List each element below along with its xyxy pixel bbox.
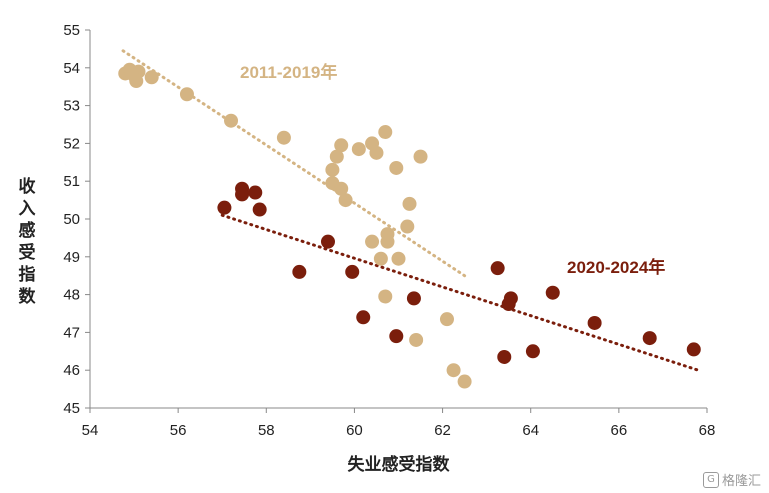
y-axis: 45 46 47 48 49 50 51 52 53 54 55 xyxy=(63,22,91,417)
series-label-2: 2020-2024年 xyxy=(567,257,665,277)
data-point-series-2 xyxy=(389,329,404,344)
y-tick-label: 51 xyxy=(63,173,80,190)
data-point-series-2 xyxy=(501,297,516,312)
data-point-series-1 xyxy=(224,113,239,128)
y-tick-label: 53 xyxy=(63,98,80,115)
data-point-series-1 xyxy=(378,289,393,304)
series-labels: 2011-2019年 2020-2024年 xyxy=(240,62,665,277)
x-axis: 54 56 58 60 62 64 66 68 xyxy=(82,407,716,439)
data-point-series-1 xyxy=(446,363,461,378)
data-point-series-1 xyxy=(144,70,159,85)
trendlines xyxy=(121,49,700,372)
data-point-series-2 xyxy=(292,264,307,279)
trendline-2 xyxy=(220,213,700,372)
x-tick-label: 60 xyxy=(346,422,363,439)
data-point-series-2 xyxy=(345,264,360,279)
data-point-series-2 xyxy=(217,200,232,215)
data-point-series-1 xyxy=(179,87,194,102)
data-point-series-2 xyxy=(406,291,421,306)
y-tick-label: 52 xyxy=(63,135,80,152)
y-tick-label: 46 xyxy=(63,362,80,379)
data-point-series-2 xyxy=(525,344,540,359)
watermark: G 格隆汇 xyxy=(702,470,761,489)
data-point-series-2 xyxy=(320,234,335,249)
y-tick-label: 48 xyxy=(63,287,80,304)
data-point-series-2 xyxy=(235,187,250,202)
data-point-series-2 xyxy=(356,310,371,325)
data-point-series-1 xyxy=(334,138,349,153)
data-point-series-1 xyxy=(276,130,291,145)
data-point-series-1 xyxy=(334,181,349,196)
y-tick-label: 50 xyxy=(63,211,80,228)
data-point-series-2 xyxy=(252,202,267,217)
x-tick-label: 64 xyxy=(522,422,539,439)
data-point-series-1 xyxy=(413,149,428,164)
y-tick-label: 47 xyxy=(63,324,80,341)
data-point-series-2 xyxy=(642,331,657,346)
data-point-series-2 xyxy=(248,185,263,200)
data-point-series-1 xyxy=(351,142,366,157)
data-point-series-1 xyxy=(391,251,406,266)
data-point-series-2 xyxy=(497,349,512,364)
data-point-series-2 xyxy=(545,285,560,300)
x-tick-label: 58 xyxy=(258,422,275,439)
data-point-series-2 xyxy=(490,261,505,276)
watermark-logo-icon: G xyxy=(702,471,719,488)
x-tick-label: 68 xyxy=(699,422,716,439)
data-point-series-1 xyxy=(124,66,139,81)
x-tick-label: 66 xyxy=(611,422,628,439)
data-point-series-1 xyxy=(409,332,424,347)
y-tick-label: 45 xyxy=(63,400,80,417)
data-point-series-1 xyxy=(389,160,404,175)
y-tick-label: 49 xyxy=(63,249,80,266)
data-point-series-1 xyxy=(338,193,353,208)
y-axis-title: 收入感受指数 xyxy=(19,176,37,307)
data-point-series-1 xyxy=(329,149,344,164)
watermark-text: 格隆汇 xyxy=(721,474,761,489)
axis-titles: 失业感受指数 收入感受指数 xyxy=(19,176,451,475)
y-tick-label: 55 xyxy=(63,22,80,39)
data-point-series-1 xyxy=(400,219,415,234)
data-point-series-1 xyxy=(365,234,380,249)
data-point-series-1 xyxy=(457,374,472,389)
y-tick-label: 54 xyxy=(63,60,80,77)
data-points xyxy=(118,62,701,389)
data-point-series-1 xyxy=(439,312,454,327)
data-point-series-1 xyxy=(373,251,388,266)
data-point-series-2 xyxy=(686,342,701,357)
data-point-series-1 xyxy=(380,234,395,249)
x-tick-label: 62 xyxy=(434,422,451,439)
x-tick-label: 56 xyxy=(170,422,187,439)
x-axis-title: 失业感受指数 xyxy=(348,454,451,475)
data-point-series-1 xyxy=(325,162,340,177)
series-label-1: 2011-2019年 xyxy=(240,62,337,82)
data-point-series-1 xyxy=(402,196,417,211)
trendline-1 xyxy=(121,49,467,278)
x-tick-label: 54 xyxy=(82,422,99,439)
data-point-series-1 xyxy=(378,125,393,140)
data-point-series-2 xyxy=(587,315,602,330)
data-point-series-1 xyxy=(369,145,384,160)
